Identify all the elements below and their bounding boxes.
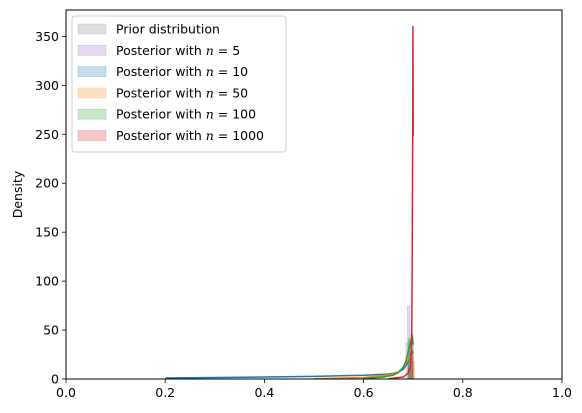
legend-label-3: Posterior with n = 50	[116, 85, 248, 100]
y-tick-label-2: 100	[35, 274, 59, 289]
x-tick-label-2: 0.4	[254, 385, 274, 400]
density-curves	[165, 25, 414, 380]
legend-label-5: Posterior with n = 1000	[116, 128, 264, 143]
legend-swatch-3	[77, 87, 107, 99]
legend-frame	[71, 15, 287, 153]
x-tick-label-4: 0.8	[453, 385, 473, 400]
x-tick-label-1: 0.2	[155, 385, 175, 400]
legend-swatch-4	[77, 108, 107, 120]
legend-swatch-1	[77, 44, 107, 56]
plot-frame	[65, 9, 563, 380]
y-tick-label-7: 350	[35, 29, 59, 44]
legend-swatch-0	[77, 23, 107, 35]
legend-label-1: Posterior with n = 5	[116, 43, 240, 58]
legend-label-2: Posterior with n = 10	[116, 64, 248, 79]
histogram-bar-5-1	[411, 349, 414, 380]
y-tick-label-1: 50	[43, 323, 59, 338]
density-curve-2	[165, 351, 414, 379]
y-axis-label: Density	[10, 170, 25, 218]
y-tick-label-6: 300	[35, 78, 59, 93]
legend-label-4: Posterior with n = 100	[116, 107, 256, 122]
density-curve-5	[388, 25, 414, 380]
x-tick-label-5: 1.0	[552, 385, 572, 400]
y-tick-label-4: 200	[35, 176, 59, 191]
y-tick-label-0: 0	[51, 372, 59, 387]
legend-label-0: Prior distribution	[116, 22, 220, 37]
x-tick-label-0: 0.0	[56, 385, 76, 400]
y-axis: 0 50 100 150 200 250 300 350	[35, 29, 66, 387]
y-tick-label-3: 150	[35, 225, 59, 240]
legend-swatch-5	[77, 130, 107, 141]
y-tick-label-5: 250	[35, 127, 59, 142]
x-tick-label-3: 0.6	[354, 385, 374, 400]
legend: Prior distribution Posterior with n = 5 Po…	[71, 15, 287, 153]
x-axis: 0.0 0.2 0.4 0.6 0.8 1.0	[56, 379, 572, 400]
legend-swatch-2	[77, 66, 107, 77]
